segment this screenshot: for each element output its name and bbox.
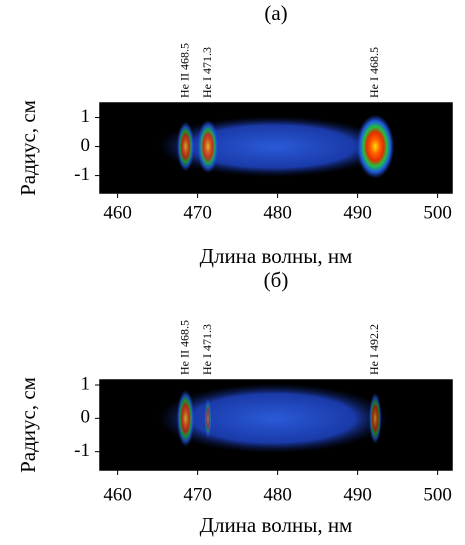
y-axis-label: Радиус, см (16, 377, 40, 473)
x-tick-label: 460 (103, 202, 132, 223)
x-tick-label: 470 (183, 202, 212, 223)
panel: (а) He II 468.5 He I 471.3 He I 468.5 460 470… (16, 1, 452, 268)
line-label: He I 471.3 (200, 47, 214, 98)
y-tick-label: 0 (81, 135, 91, 156)
emission-line (204, 398, 211, 439)
emission-line (177, 390, 195, 447)
y-tick-label: 0 (81, 407, 91, 428)
line-label: He II 468.5 (177, 320, 191, 375)
figure: (а) He II 468.5 He I 471.3 He I 468.5 460 470… (0, 0, 465, 545)
emission-line (177, 122, 195, 172)
x-tick-label: 460 (103, 484, 132, 505)
x-tick-label: 490 (343, 202, 372, 223)
y-tick-label: 1 (81, 106, 91, 127)
x-axis-label: Длина волны, нм (200, 513, 353, 537)
x-tick-label: 470 (183, 484, 212, 505)
line-label: He II 468.5 (177, 43, 191, 98)
y-tick-label: 1 (81, 373, 91, 394)
x-tick-label: 500 (423, 484, 452, 505)
emission-line (369, 393, 381, 444)
emission-line (356, 115, 394, 179)
x-tick-label: 480 (263, 484, 292, 505)
line-label: He I 492.2 (367, 324, 381, 375)
line-label: He I 471.3 (200, 324, 214, 375)
y-tick-label: -1 (74, 440, 90, 461)
line-label: He I 468.5 (367, 47, 381, 98)
x-tick-label: 480 (263, 202, 292, 223)
panel-title: (б) (264, 268, 289, 292)
x-tick-label: 500 (423, 202, 452, 223)
panel-title: (а) (264, 1, 287, 25)
panel: (б) He II 468.5 He I 471.3 He I 492.2 460 470… (16, 268, 452, 537)
emission-line (197, 120, 219, 173)
y-tick-label: -1 (74, 164, 90, 185)
x-tick-label: 490 (343, 484, 372, 505)
y-axis-label: Радиус, см (16, 100, 40, 196)
x-axis-label: Длина волны, нм (200, 244, 353, 268)
